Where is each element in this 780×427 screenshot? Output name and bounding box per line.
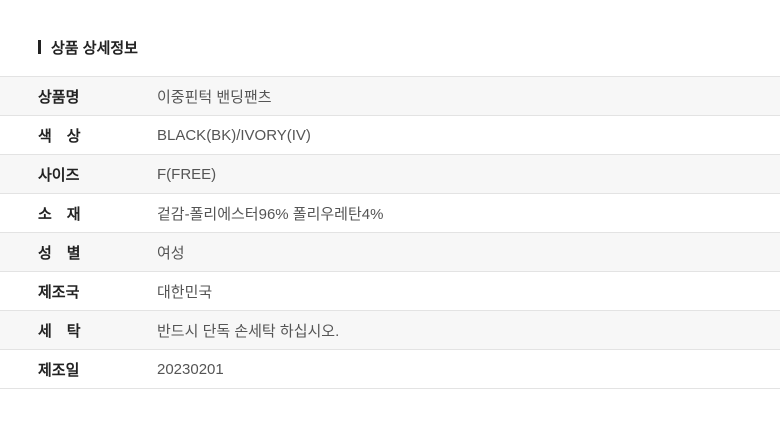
table-row: 사이즈 F(FREE) xyxy=(0,154,780,194)
row-label: 상품명 xyxy=(38,88,80,106)
row-label: 소 재 xyxy=(38,205,81,223)
title-bar-marker xyxy=(38,40,41,54)
row-value: 이중핀턱 밴딩팬츠 xyxy=(157,88,272,106)
row-value: BLACK(BK)/IVORY(IV) xyxy=(157,126,311,144)
table-row: 상품명 이중핀턱 밴딩팬츠 xyxy=(0,76,780,116)
row-value: 여성 xyxy=(157,244,185,262)
table-row: 성 별 여성 xyxy=(0,232,780,272)
row-label: 제조국 xyxy=(38,283,80,301)
row-label: 세 탁 xyxy=(38,322,81,340)
row-value: 20230201 xyxy=(157,360,224,378)
row-label: 사이즈 xyxy=(38,166,80,184)
section-title-text: 상품 상세정보 xyxy=(51,39,138,57)
row-label: 색 상 xyxy=(38,127,81,145)
row-value: 대한민국 xyxy=(157,283,213,301)
row-value: F(FREE) xyxy=(157,165,217,183)
table-row: 색 상 BLACK(BK)/IVORY(IV) xyxy=(0,115,780,155)
table-row: 소 재 겉감-폴리에스터96% 폴리우레탄4% xyxy=(0,193,780,233)
table-row: 세 탁 반드시 단독 손세탁 하십시오. xyxy=(0,310,780,350)
row-label: 제조일 xyxy=(38,361,80,379)
row-value: 겉감-폴리에스터96% 폴리우레탄4% xyxy=(157,205,384,223)
product-detail-table: 상품명 이중핀턱 밴딩팬츠 색 상 BLACK(BK)/IVORY(IV) 사이즈 F… xyxy=(0,76,780,389)
table-row: 제조일 20230201 xyxy=(0,349,780,389)
section-title: 상품 상세정보 xyxy=(38,37,138,57)
row-value: 반드시 단독 손세탁 하십시오. xyxy=(157,322,340,340)
row-label: 성 별 xyxy=(38,244,81,262)
table-row: 제조국 대한민국 xyxy=(0,271,780,311)
